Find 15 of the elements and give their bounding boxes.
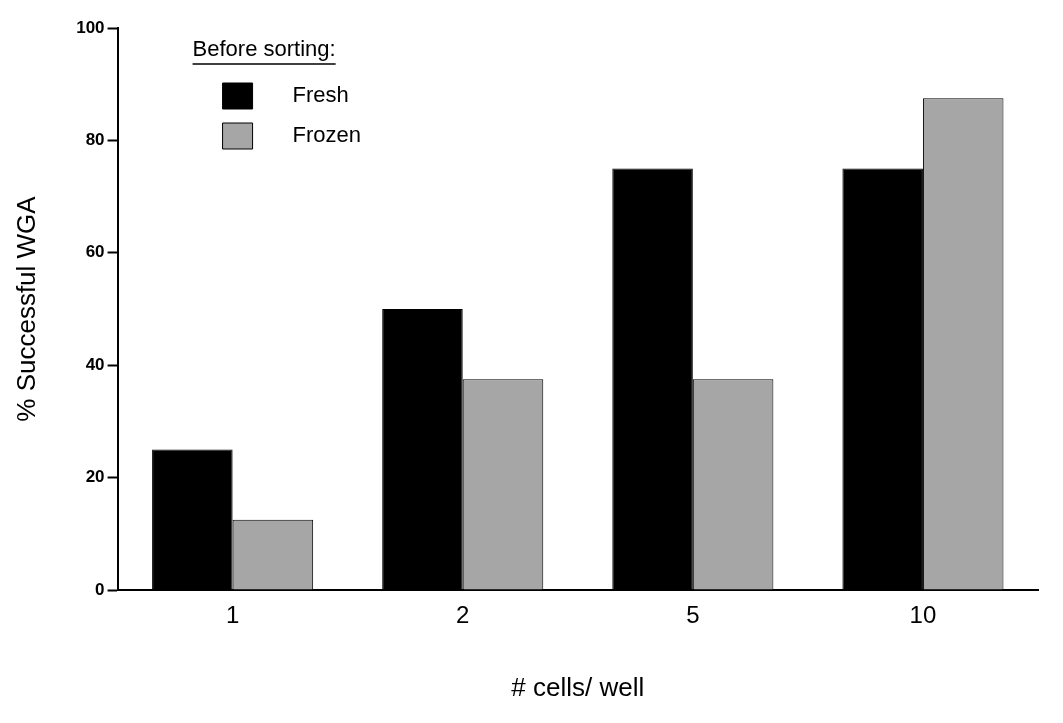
x-tick-label: 1 [225,601,240,629]
y-tick-label: 20 [85,467,105,487]
y-tick-label: 0 [95,579,105,599]
legend-label: Frozen [292,122,362,148]
x-tick-label: 5 [686,601,700,629]
y-tick-label: 40 [85,354,105,374]
x-axis-title: # cells/ well [511,671,645,702]
y-tick-label: 100 [76,17,105,37]
y-tick-label: 80 [85,130,105,150]
x-tick-label: 2 [456,601,470,629]
y-tick-label: 60 [85,242,105,262]
legend-title: Before sorting: [192,36,336,62]
y-axis-title: % Successful WGA [10,195,41,422]
legend-label: Fresh [292,82,349,108]
x-tick-label: 10 [909,601,937,629]
